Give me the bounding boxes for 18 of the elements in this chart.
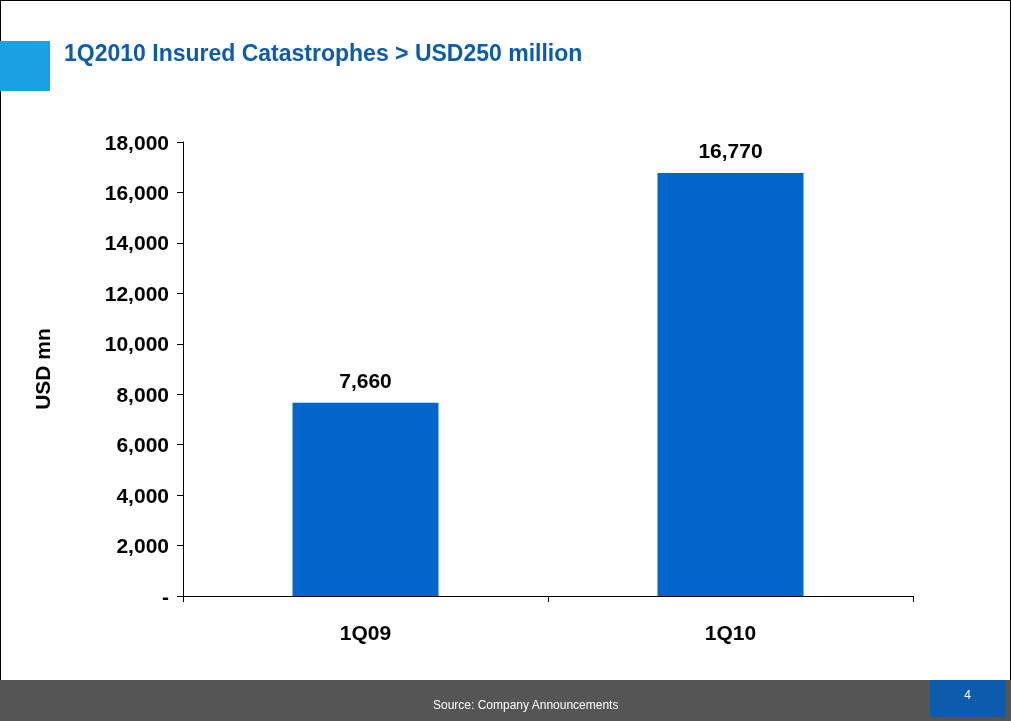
x-tick-label: 1Q09 bbox=[339, 621, 392, 644]
y-tick-label: 8,000 bbox=[116, 382, 169, 406]
source-note: Source: Company Announcements bbox=[433, 698, 619, 712]
y-axis-title: USD mn bbox=[31, 328, 54, 410]
y-tick-label: 16,000 bbox=[104, 180, 169, 204]
y-tick-label: 4,000 bbox=[116, 483, 169, 507]
data-label: 16,770 bbox=[698, 139, 763, 163]
y-tick-label: 6,000 bbox=[116, 433, 169, 457]
y-tick-label: 10,000 bbox=[104, 332, 169, 356]
y-tick-label: 12,000 bbox=[104, 281, 169, 305]
y-tick-label: 18,000 bbox=[104, 130, 169, 154]
chart-title: 1Q2010 Insured Catastrophes > USD250 million bbox=[64, 40, 583, 67]
y-tick-label: 14,000 bbox=[104, 231, 169, 255]
y-tick-label: - bbox=[162, 584, 169, 608]
y-tick-label: 2,000 bbox=[116, 534, 169, 558]
text: 4 bbox=[930, 680, 1005, 717]
data-label: 7,660 bbox=[339, 368, 392, 392]
x-tick-label: 1Q10 bbox=[704, 621, 757, 644]
